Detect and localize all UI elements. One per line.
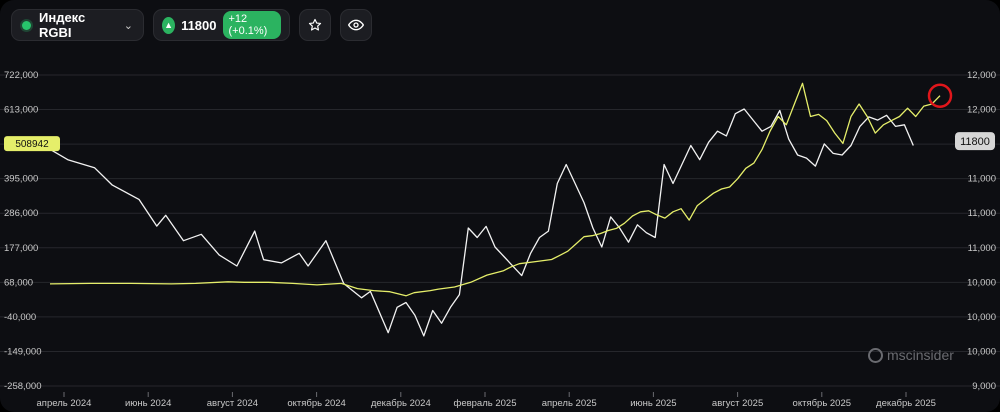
current-price: 11800 — [181, 17, 217, 33]
yellow-series-line — [49, 82, 941, 297]
chart-toolbar: Индекс RGBI ⌄ ▲ 11800 +12 (+0.1%) — [11, 9, 372, 41]
right-axis-tick: 10,000 — [967, 346, 996, 357]
eye-icon — [348, 19, 364, 31]
left-axis-tick: -149,000 — [4, 346, 42, 357]
left-current-value-badge — [4, 136, 60, 152]
chevron-down-icon: ⌄ — [123, 19, 133, 32]
price-change-badge: +12 (+0.1%) — [222, 11, 281, 39]
right-axis-tick: 10,000 — [967, 277, 996, 288]
left-axis-tick: 722,000 — [4, 70, 38, 81]
right-axis-tick: 9,000 — [972, 381, 996, 392]
quote-box: ▲ 11800 +12 (+0.1%) — [153, 9, 290, 41]
right-axis-tick: 11,000 — [968, 174, 996, 185]
x-axis-tick: июнь 2025 — [630, 398, 676, 409]
left-axis-tick: 395,000 — [4, 174, 38, 185]
left-axis-tick: 68,000 — [4, 277, 33, 288]
logo-icon — [868, 347, 883, 363]
left-axis-tick: 286,000 — [4, 208, 38, 219]
index-selector[interactable]: Индекс RGBI ⌄ — [11, 9, 144, 41]
right-axis-tick: 11,000 — [968, 243, 996, 254]
left-axis-tick: 177,000 — [4, 243, 38, 254]
green-dot-icon — [22, 20, 31, 30]
right-current-value: 11800 — [960, 136, 990, 148]
watch-button[interactable] — [340, 9, 372, 41]
highlight-circle — [927, 83, 953, 108]
logo-text: mscinsider — [887, 347, 954, 363]
favorite-button[interactable] — [299, 9, 331, 41]
brand-logo: mscinsider — [868, 347, 954, 363]
left-axis-tick: -40,000 — [4, 312, 36, 323]
white-series-line — [49, 108, 914, 337]
x-axis-tick: февраль 2025 — [454, 398, 517, 409]
right-axis-tick: 12,000 — [967, 70, 996, 81]
x-axis-tick: август 2025 — [712, 398, 763, 409]
right-axis-tick: 10,000 — [967, 312, 996, 323]
left-axis-tick: 613,000 — [4, 105, 38, 116]
x-axis-tick: апрель 2025 — [542, 398, 597, 409]
left-axis-tick: -258,000 — [4, 381, 42, 392]
x-axis-tick: декабрь 2025 — [876, 398, 936, 409]
star-icon — [308, 18, 322, 31]
index-name: Индекс RGBI — [39, 10, 86, 40]
arrow-up-icon: ▲ — [162, 16, 176, 34]
x-axis-tick: июнь 2024 — [125, 398, 171, 409]
x-axis-tick: август 2024 — [207, 398, 258, 409]
x-axis-tick: декабрь 2024 — [371, 398, 431, 409]
right-current-value-badge — [955, 132, 995, 151]
x-axis-tick: октябрь 2024 — [287, 398, 346, 409]
x-axis-tick: октябрь 2025 — [793, 398, 852, 409]
left-current-value: 508942 — [15, 139, 49, 150]
right-axis-tick: 11,000 — [968, 208, 996, 219]
right-axis-tick: 12,000 — [967, 105, 996, 116]
x-axis-tick: апрель 2024 — [37, 398, 92, 409]
